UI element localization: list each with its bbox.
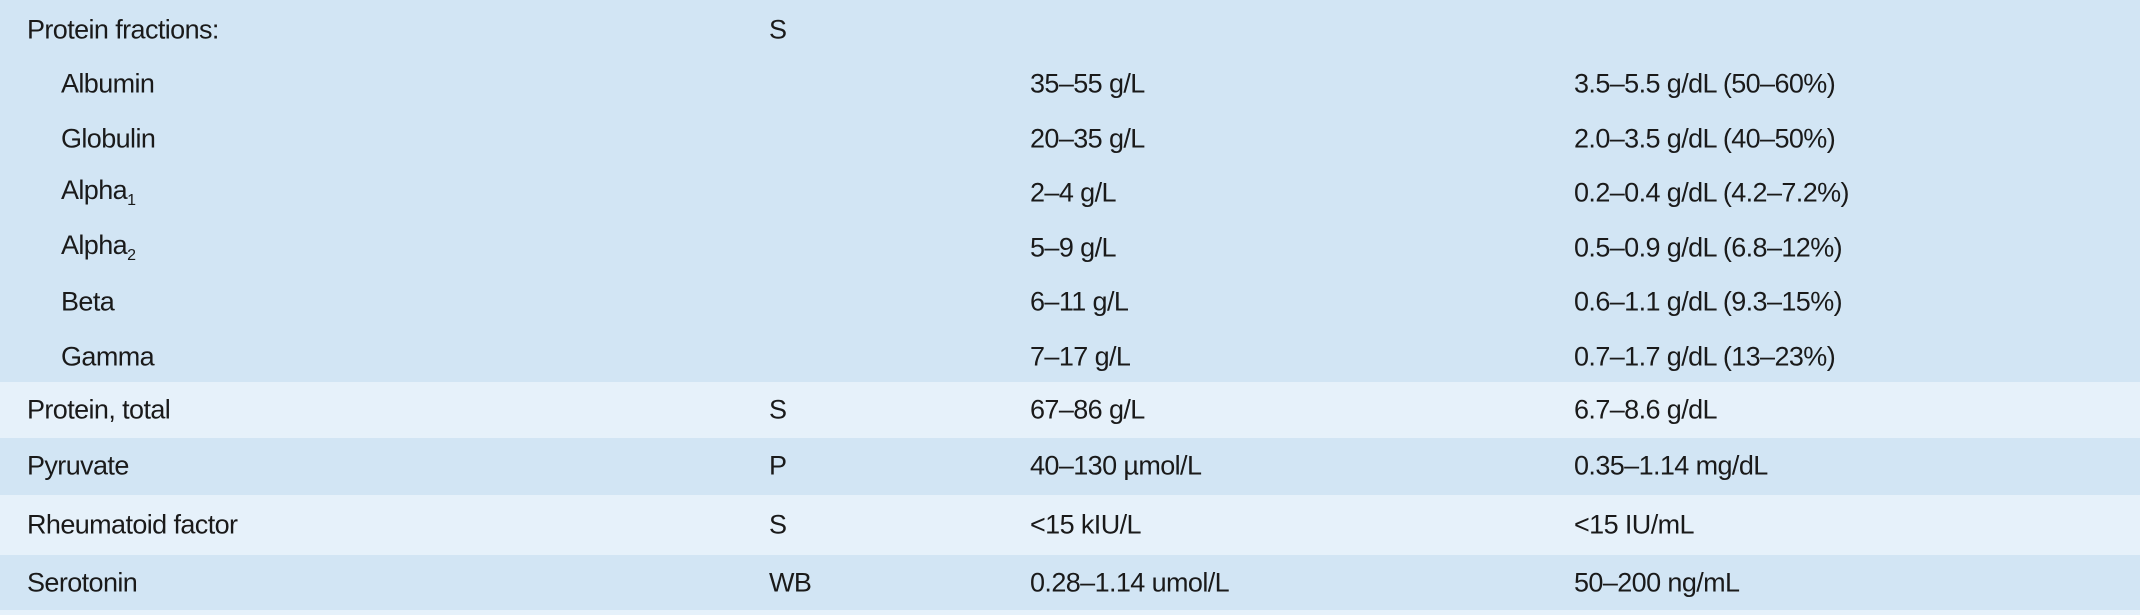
conventional-cell: 0.35–1.14 mg/dL (1574, 450, 1768, 481)
si-cell: 7–17 g/L (1030, 341, 1131, 372)
si-cell: <15 kIU/L (1030, 509, 1142, 540)
conventional-cell: 50–200 ng/mL (1574, 567, 1740, 598)
conventional-cell: 0.5–0.9 g/dL (6.8–12%) (1574, 232, 1843, 263)
row-band (0, 555, 2140, 610)
si-cell: 67–86 g/L (1030, 394, 1145, 425)
test-name: Protein, total (27, 394, 171, 425)
specimen-cell: P (769, 450, 787, 481)
conventional-cell: 0.2–0.4 g/dL (4.2–7.2%) (1574, 177, 1850, 208)
si-cell: 20–35 g/L (1030, 123, 1145, 154)
test-name: Pyruvate (27, 450, 129, 481)
conventional-cell: 3.5–5.5 g/dL (50–60%) (1574, 68, 1836, 99)
test-name: Albumin (61, 68, 155, 99)
test-text: Alpha (61, 230, 128, 260)
row-band (0, 0, 2140, 382)
test-name: Protein fractions: (27, 14, 219, 45)
row-band (0, 495, 2140, 555)
test-text: Alpha (61, 175, 128, 205)
si-cell: 2–4 g/L (1030, 177, 1116, 208)
test-name: Beta (61, 286, 115, 317)
specimen-cell: S (769, 509, 787, 540)
conventional-cell: 2.0–3.5 g/dL (40–50%) (1574, 123, 1836, 154)
row-band (0, 438, 2140, 495)
subscript: 1 (127, 192, 136, 209)
specimen-cell: S (769, 394, 787, 425)
si-cell: 5–9 g/L (1030, 232, 1116, 263)
test-name: Gamma (61, 341, 155, 372)
conventional-cell: 0.7–1.7 g/dL (13–23%) (1574, 341, 1836, 372)
test-name: Rheumatoid factor (27, 509, 238, 540)
conventional-cell: 0.6–1.1 g/dL (9.3–15%) (1574, 286, 1843, 317)
si-cell: 35–55 g/L (1030, 68, 1145, 99)
si-cell: 0.28–1.14 umol/L (1030, 567, 1230, 598)
conventional-cell: <15 IU/mL (1574, 509, 1695, 540)
test-name: Globulin (61, 123, 156, 154)
specimen-cell: WB (769, 567, 812, 598)
conventional-cell: 6.7–8.6 g/dL (1574, 394, 1718, 425)
si-cell: 6–11 g/L (1030, 286, 1129, 317)
si-cell: 40–130 µmol/L (1030, 450, 1202, 481)
specimen-cell: S (769, 14, 787, 45)
row-band (0, 382, 2140, 438)
test-name: Alpha2 (61, 230, 136, 264)
test-name: Serotonin (27, 567, 138, 598)
test-name: Alpha1 (61, 175, 136, 209)
subscript: 2 (127, 247, 136, 264)
